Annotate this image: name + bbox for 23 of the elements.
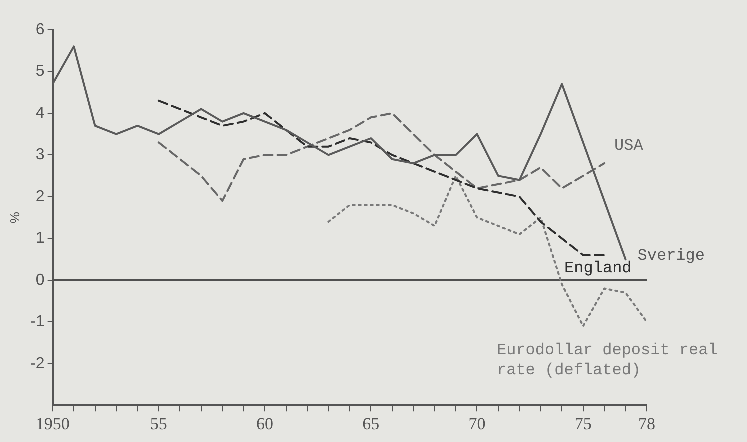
- x-tick-label: 75: [574, 414, 592, 434]
- series-label: USA: [614, 136, 644, 155]
- y-tick-label: -1: [30, 314, 45, 331]
- line-series: [158, 100, 606, 256]
- x-tick-label: 55: [150, 414, 168, 434]
- text: Eurodollar deposit real rate (deflated): [497, 341, 718, 380]
- series-label: England: [564, 260, 632, 278]
- y-tick-label: 5: [36, 63, 45, 80]
- x-tick-label: 60: [256, 414, 274, 434]
- y-axis-title: %: [7, 212, 22, 224]
- y-tick-label: 1: [36, 230, 45, 248]
- line-series: [158, 112, 606, 202]
- x-tick-label: 65: [362, 414, 380, 434]
- x-tick-label: 78: [638, 414, 656, 434]
- x-tick-label: 1950: [36, 414, 70, 434]
- y-tick-label: 3: [36, 146, 45, 164]
- y-tick-label: 6: [36, 21, 45, 38]
- y-tick-label: 4: [36, 104, 45, 122]
- series-label: Sverige: [638, 246, 705, 265]
- y-tick-label: -2: [30, 355, 45, 372]
- y-tick-label: 2: [36, 188, 45, 206]
- x-tick-label: 70: [468, 414, 486, 434]
- y-tick-label: 0: [36, 272, 45, 289]
